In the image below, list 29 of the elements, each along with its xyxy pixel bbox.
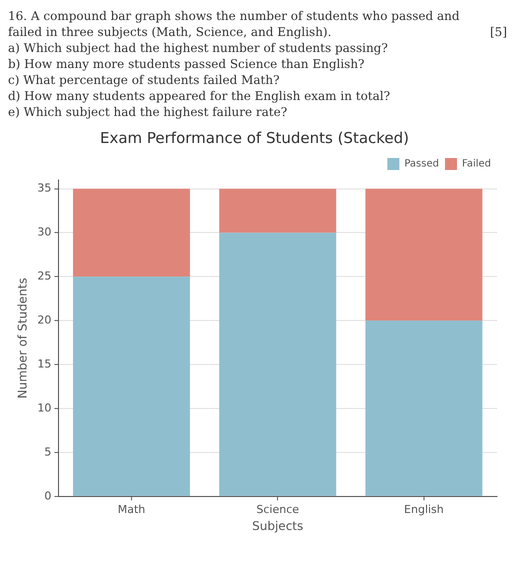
bar [219, 188, 336, 233]
y-tick-label: 10 [37, 401, 52, 414]
y-tick-label: 35 [37, 182, 52, 195]
bar [365, 320, 482, 496]
text: d) How many students appeared for the English exam in total? [8, 88, 392, 104]
text: a) Which subject had the highest number of students passing? [8, 40, 389, 56]
x-tick-label: English [404, 502, 444, 516]
y-tick-label: 30 [37, 226, 52, 239]
bar [365, 188, 482, 321]
y-axis-title: Number of Students [15, 278, 30, 399]
text: e) Which subject had the highest failure rate? [8, 104, 288, 120]
y-tick-label: 5 [44, 445, 52, 458]
x-tick-label: Science [256, 502, 300, 516]
legend-label: Failed [462, 158, 492, 170]
y-tick-label: 25 [37, 270, 52, 283]
y-tick-label: 15 [37, 357, 52, 370]
legend-label: Passed [404, 158, 439, 170]
x-axis-title: Subjects [252, 518, 304, 533]
bar [73, 188, 190, 277]
y-tick-label: 20 [37, 313, 52, 326]
y-tick-label: 0 [44, 489, 52, 502]
text: c) What percentage of students failed Math? [8, 72, 281, 88]
bar [73, 276, 190, 496]
text: b) How many more students passed Science than English? [8, 56, 366, 72]
chart-title: Exam Performance of Students (Stacked) [100, 128, 410, 147]
text: [5] [490, 24, 507, 40]
bar [219, 232, 336, 496]
x-tick-label: Math [118, 502, 146, 516]
text: 16. A compound bar graph shows the number of students who passed and failed in three subjects (Math, Science, and English). [8, 9, 460, 39]
